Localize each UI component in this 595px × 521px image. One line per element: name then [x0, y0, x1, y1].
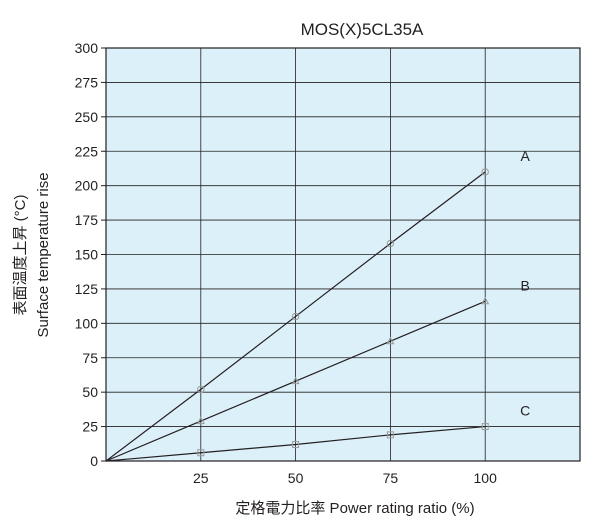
series-label-c: C	[520, 403, 530, 419]
data-point-b	[481, 296, 490, 305]
y-tick-label: 75	[82, 350, 98, 366]
y-axis-label-en: Surface temperature rise	[35, 172, 52, 337]
data-point-a	[481, 168, 489, 176]
series-label-b: B	[521, 277, 530, 293]
data-point-c	[197, 449, 205, 457]
y-axis-label-jp: 表面温度上昇 (°C)	[12, 195, 29, 316]
data-point-a	[291, 312, 300, 321]
x-tick-label: 100	[474, 470, 498, 486]
data-point-b	[291, 376, 300, 385]
y-tick-label: 100	[75, 315, 99, 331]
data-point-c	[481, 423, 489, 431]
plot-frame	[105, 47, 581, 462]
series-label-a: A	[521, 148, 531, 164]
data-point-a	[197, 385, 205, 394]
x-tick-label: 50	[288, 470, 304, 486]
x-axis-label: 定格電力比率 Power rating ratio (%)	[235, 500, 474, 517]
y-tick-label: 150	[75, 247, 99, 263]
y-tick-label: 225	[75, 143, 99, 159]
series-line-b	[105, 300, 486, 462]
series-line-a	[105, 171, 486, 462]
data-point-a	[386, 239, 395, 248]
y-tick-label: 125	[75, 281, 99, 297]
y-tick-label: 300	[75, 40, 99, 56]
data-point-c	[386, 431, 394, 439]
y-tick-label: 25	[82, 419, 98, 435]
x-tick-label: 25	[193, 470, 209, 486]
y-tick-label: 200	[75, 178, 99, 194]
chart-title: MOS(X)5CL35A	[301, 20, 424, 39]
y-tick-label: 275	[75, 74, 99, 90]
data-point-c	[292, 440, 300, 448]
y-tick-label: 250	[75, 109, 99, 125]
x-tick-label: 75	[383, 470, 399, 486]
series-line-c	[105, 425, 486, 462]
y-tick-label: 50	[82, 384, 98, 400]
plot-area: 0 25 50 75 100 125 150 175 200 225 250 275 300 25 50 75…	[75, 40, 581, 486]
data-point-b	[196, 416, 205, 425]
y-tick-label: 175	[75, 212, 99, 228]
data-point-b	[386, 336, 395, 345]
y-tick-label: 0	[90, 453, 98, 469]
